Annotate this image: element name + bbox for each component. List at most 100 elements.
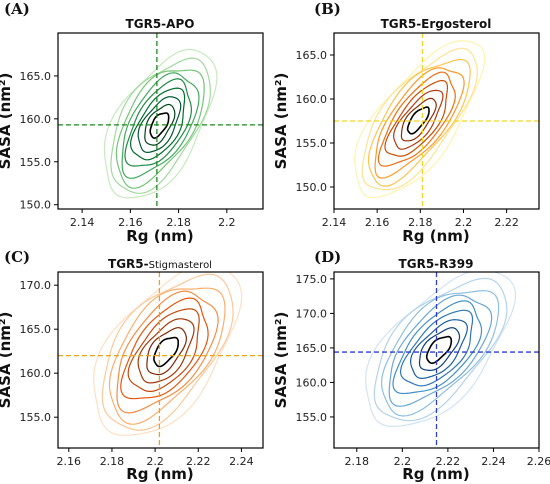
x-tick-label: 2.24 (229, 455, 254, 468)
contour-level (137, 318, 195, 384)
y-tick-label: 165.0 (20, 323, 52, 336)
panel-a: (A) TGR5-APO 2.14 2.16 2.18 2.2 150.0 155.0 16… (0, 0, 264, 245)
panel-title-c: TGR5-Stigmasterol (108, 257, 212, 271)
panel-title-b: TGR5-Ergosterol (381, 17, 492, 31)
x-tick-label: 2.18 (100, 455, 125, 468)
x-tick-label: 2.16 (57, 455, 82, 468)
y-tick-label: 155.0 (296, 137, 328, 150)
y-tick-label: 160.0 (296, 93, 328, 106)
contour-level (115, 69, 205, 189)
contour-level (121, 72, 200, 179)
x-tick-label: 2.18 (345, 455, 370, 468)
contour-level (103, 48, 218, 199)
x-tick-label: 2.2 (218, 216, 236, 229)
contour-level (380, 290, 500, 417)
y-axis-label-d: SASA (nm²) (272, 312, 290, 409)
contour-level (129, 87, 186, 161)
x-tick-label: 2.18 (408, 216, 433, 229)
panel-title-c-prefix: TGR5- (108, 257, 149, 271)
plot-frame (57, 32, 264, 210)
plot-frame (333, 271, 540, 449)
y-tick-label: 155.0 (20, 411, 52, 424)
y-tick-label: 175.0 (296, 273, 328, 286)
panel-c: (C) TGR5-Stigmasterol 2.16 2.18 2.2 2.22 2.2… (0, 248, 264, 483)
contour-level (93, 272, 243, 436)
y-axis-label-c: SASA (nm²) (0, 312, 14, 409)
contour-level (127, 308, 200, 393)
plot-area-b: 2.14 2.16 2.18 2.2 2.22 150.0 155.0 160.0 165.0 (296, 32, 540, 229)
panel-title-a: TGR5-APO (126, 17, 195, 31)
x-axis-label-a: Rg (nm) (126, 227, 194, 245)
contour-level (146, 327, 188, 376)
contour-level (425, 335, 453, 364)
contour-group (364, 272, 517, 428)
x-tick-label: 2.22 (186, 455, 211, 468)
contour-level (124, 78, 193, 167)
contour-level (353, 40, 486, 199)
y-tick-label: 150.0 (20, 199, 52, 212)
contour-level (400, 97, 437, 142)
y-tick-label: 165.0 (20, 70, 52, 83)
panel-title-d: TGR5-R399 (399, 257, 474, 271)
x-tick-label: 2.16 (118, 216, 142, 229)
contour-level (101, 273, 234, 431)
plot-area-a: 2.14 2.16 2.18 2.2 150.0 155.0 160.0 165.0 (20, 32, 264, 229)
y-tick-label: 170.0 (296, 307, 328, 320)
x-tick-label: 2.14 (70, 216, 95, 229)
contour-level (120, 297, 209, 400)
plot-area-c: 2.16 2.18 2.2 2.22 2.24 155.0 160.0 165.0 170.0 (20, 271, 264, 468)
y-tick-label: 170.0 (20, 279, 52, 292)
y-tick-label: 165.0 (296, 342, 328, 355)
y-axis-label-a: SASA (nm²) (0, 73, 14, 170)
y-tick-label: 155.0 (20, 156, 52, 169)
x-tick-label: 2.16 (365, 216, 390, 229)
x-tick-label: 2.22 (436, 455, 461, 468)
contour-level (149, 112, 170, 139)
x-tick-label: 2.2 (394, 455, 412, 468)
plot-frame (57, 271, 264, 449)
contour-group (353, 40, 486, 199)
contour-level (137, 96, 182, 154)
x-tick-label: 2.2 (146, 455, 164, 468)
x-tick-label: 2.2 (455, 216, 473, 229)
contour-level (367, 58, 471, 187)
x-axis-label-d: Rg (nm) (402, 465, 470, 483)
contour-level (377, 71, 456, 167)
panel-d: (D) TGR5-R399 2.18 2.2 2.22 2.24 2.26 155.0 16… (272, 248, 550, 483)
contour-level (388, 294, 493, 407)
contour-level (110, 57, 212, 194)
y-tick-label: 160.0 (20, 367, 52, 380)
x-axis-label-c: Rg (nm) (126, 465, 194, 483)
contour-level (399, 309, 474, 387)
x-tick-label: 2.14 (322, 216, 347, 229)
x-tick-label: 2.26 (527, 455, 550, 468)
x-tick-label: 2.24 (481, 455, 506, 468)
contour-level (384, 79, 449, 157)
y-tick-label: 165.0 (296, 49, 328, 62)
y-axis-label-b: SASA (nm²) (272, 73, 290, 170)
contour-level (409, 319, 468, 380)
panel-label-d: (D) (314, 248, 341, 266)
contour-level (116, 290, 219, 414)
panel-label-b: (B) (314, 0, 341, 18)
x-axis-label-b: Rg (nm) (402, 227, 470, 245)
contour-level (374, 67, 465, 179)
y-tick-label: 160.0 (20, 113, 52, 126)
contour-level (153, 336, 179, 368)
contour-level (392, 300, 483, 395)
contour-level (144, 103, 176, 146)
x-tick-label: 2.22 (494, 216, 519, 229)
contour-level (364, 272, 517, 428)
contour-level (393, 89, 444, 150)
panel-label-c: (C) (4, 248, 30, 266)
x-tick-label: 2.18 (166, 216, 191, 229)
y-tick-label: 155.0 (296, 411, 328, 424)
contour-group (93, 272, 243, 436)
contour-group (103, 48, 218, 199)
contour-level (361, 47, 478, 191)
y-tick-label: 160.0 (296, 376, 328, 389)
y-tick-label: 150.0 (296, 181, 328, 194)
contour-level (108, 287, 226, 425)
panel-title-c-suffix: Stigmasterol (149, 260, 212, 271)
